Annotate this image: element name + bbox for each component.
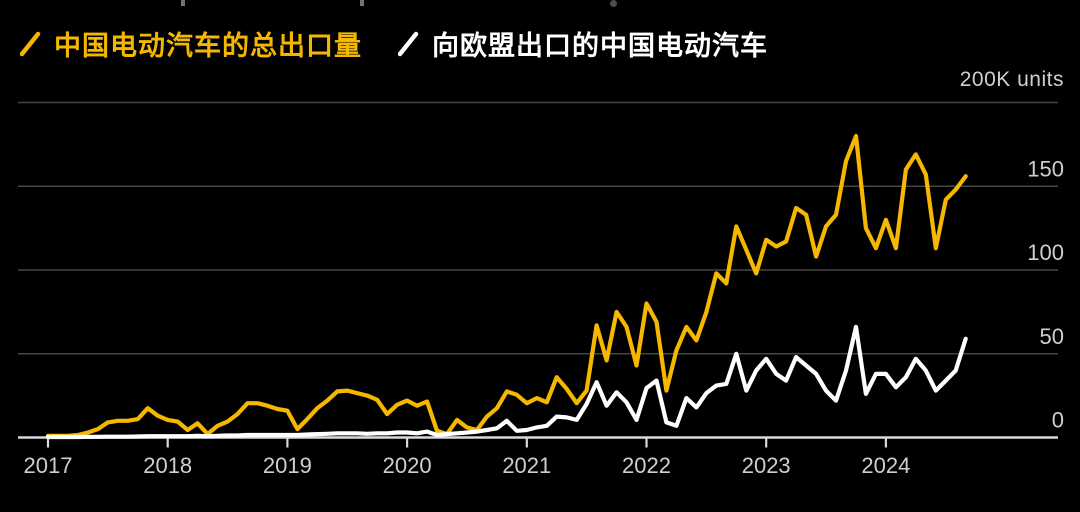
x-tick-label: 2017: [24, 453, 73, 478]
yellow-slash-icon: [20, 31, 41, 56]
x-tick-label: 2022: [622, 453, 671, 478]
y-tick-label: 50: [1040, 324, 1064, 349]
legend-label-total-exports: 中国电动汽车的总出口量: [54, 31, 362, 61]
y-tick-label: 0: [1052, 408, 1064, 433]
x-tick-label: 2023: [742, 453, 791, 478]
total-exports-line: [45, 133, 968, 438]
x-tick-label: 2019: [263, 453, 312, 478]
legend-label-eu-exports: 向欧盟出口的中国电动汽车: [432, 31, 768, 61]
legend: 中国电动汽车的总出口量 向欧盟出口的中国电动汽车: [20, 24, 768, 63]
y-axis-unit-label: 200K units: [959, 68, 1064, 91]
eu-exports-line: [45, 324, 968, 440]
x-tick-label: 2018: [143, 453, 192, 478]
legend-key-eu-exports: 向欧盟出口的中国电动汽车: [398, 24, 768, 63]
y-tick-label: 100: [1027, 240, 1064, 265]
cropped-text-artifact: [360, 0, 364, 6]
white-slash-icon: [398, 31, 419, 56]
cropped-text-artifact: [610, 0, 617, 7]
x-tick-label: 2024: [861, 453, 910, 478]
legend-key-total-exports: 中国电动汽车的总出口量: [20, 24, 362, 63]
x-tick-label: 2021: [502, 453, 551, 478]
cropped-text-artifact: [181, 0, 185, 6]
x-tick-label: 2020: [383, 453, 432, 478]
y-tick-label: 150: [1027, 156, 1064, 181]
